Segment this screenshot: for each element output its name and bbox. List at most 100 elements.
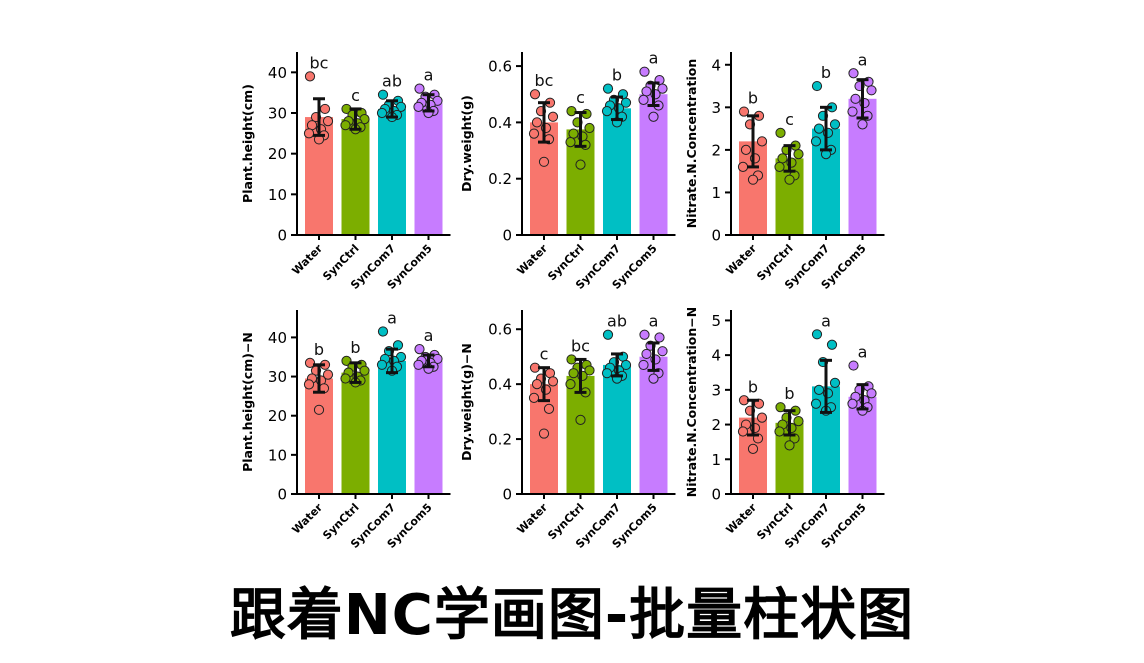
x-tick-label: Water — [515, 501, 551, 537]
x-tick-label: Water — [515, 242, 551, 278]
y-tick-label: 0 — [711, 486, 721, 504]
data-point — [793, 149, 804, 160]
y-tick-label: 30 — [268, 368, 287, 386]
data-point — [303, 379, 315, 390]
y-tick-label: 1 — [711, 184, 721, 202]
y-tick-label: 40 — [268, 329, 287, 347]
data-point — [774, 426, 785, 437]
data-point — [543, 403, 555, 414]
y-tick-label: 0 — [502, 486, 512, 504]
bar-syncom5 — [414, 102, 443, 235]
bar-syncom7 — [378, 360, 406, 494]
data-point — [850, 93, 861, 104]
data-point — [414, 344, 425, 355]
bar-synctrl — [566, 375, 595, 494]
data-point — [538, 428, 550, 439]
y-tick-label: 0 — [502, 227, 512, 245]
x-tick-label: Water — [290, 242, 326, 278]
data-point — [565, 379, 576, 390]
y-tick-label: 2 — [711, 141, 721, 159]
bar-synctrl — [341, 119, 370, 235]
data-point — [547, 376, 559, 387]
y-axis-label: Plant.height(cm)−N — [240, 332, 255, 472]
data-point — [847, 106, 858, 117]
y-tick-label: 0 — [711, 227, 721, 245]
data-point — [826, 339, 838, 350]
page-caption: 跟着NC学画图-批量柱状图 — [229, 583, 915, 648]
data-point — [866, 388, 877, 399]
data-point — [568, 368, 579, 379]
y-tick-label: 3 — [711, 99, 721, 117]
data-point — [813, 384, 825, 395]
y-tick-label: 1 — [711, 451, 721, 469]
significance-letter: b — [821, 63, 831, 82]
significance-letter: a — [821, 311, 831, 330]
significance-letter: a — [649, 312, 659, 331]
data-point — [377, 89, 389, 100]
y-tick-label: 0.6 — [488, 321, 512, 339]
significance-letter: a — [424, 326, 434, 345]
chart-panel-3: bcba01234WaterSynCtrlSynCom7SynCom5Nitra… — [684, 50, 885, 292]
data-point — [575, 159, 586, 170]
data-point — [641, 348, 652, 360]
data-point — [601, 368, 613, 379]
data-point — [565, 136, 576, 148]
significance-letter: bc — [571, 336, 590, 355]
chart-panel-2: bccba00.20.40.6WaterSynCtrlSynCom7SynCom… — [459, 49, 676, 292]
data-point — [738, 106, 750, 117]
y-tick-label: 40 — [268, 64, 287, 82]
y-tick-label: 4 — [711, 56, 721, 74]
bar-syncom5 — [414, 360, 443, 494]
data-point — [857, 119, 868, 130]
data-point — [784, 440, 795, 451]
y-axis-label: Nitrate.N.Concentration−N — [684, 307, 699, 497]
y-tick-label: 5 — [711, 312, 721, 330]
data-point — [568, 128, 579, 139]
data-point — [538, 156, 550, 167]
bar-syncom7 — [603, 364, 631, 494]
chart-panel-6: b baa012345WaterSynCtrlSynCom7SynCom5Nitr… — [684, 307, 885, 551]
data-point — [740, 144, 752, 155]
significance-letter: b — [748, 89, 758, 108]
x-tick-label: Water — [724, 242, 760, 278]
significance-letter: bc — [310, 53, 329, 72]
significance-letter: b — [748, 377, 758, 396]
y-axis-label: Dry.weight(g)−N — [459, 343, 474, 461]
significance-letter: bc — [535, 71, 554, 90]
data-point — [847, 398, 858, 409]
y-tick-label: 3 — [711, 381, 721, 399]
data-point — [737, 161, 749, 173]
y-axis-label: Plant.height(cm) — [240, 84, 255, 203]
data-point — [737, 426, 749, 437]
data-point — [303, 128, 315, 139]
data-point — [376, 359, 388, 370]
data-point — [528, 128, 540, 139]
y-tick-label: 10 — [268, 446, 287, 464]
y-tick-label: 20 — [268, 407, 287, 425]
data-point — [638, 94, 649, 105]
data-point — [528, 392, 540, 403]
y-tick-label: 0.2 — [488, 170, 512, 188]
data-point — [531, 379, 543, 390]
bar-water — [305, 378, 333, 494]
data-point — [340, 120, 351, 131]
data-point — [848, 360, 859, 371]
significance-letter: ab — [607, 312, 627, 331]
significance-letter: b — [612, 66, 622, 85]
significance-letter: c — [785, 110, 794, 129]
data-point — [602, 83, 614, 94]
data-point — [376, 107, 388, 119]
data-point — [813, 123, 825, 134]
data-point — [575, 414, 586, 425]
x-tick-label: Water — [290, 501, 326, 537]
data-point — [639, 66, 650, 77]
chart-panel-4: b baa010203040WaterSynCtrlSynCom7SynCom5P… — [240, 309, 451, 551]
significance-letter: b — [350, 338, 360, 357]
data-point — [775, 402, 786, 413]
bar-syncom7 — [378, 108, 406, 235]
significance-letter: a — [858, 50, 868, 69]
data-point — [322, 369, 334, 380]
significance-letter: c — [351, 86, 360, 105]
y-tick-label: 0 — [277, 227, 287, 245]
